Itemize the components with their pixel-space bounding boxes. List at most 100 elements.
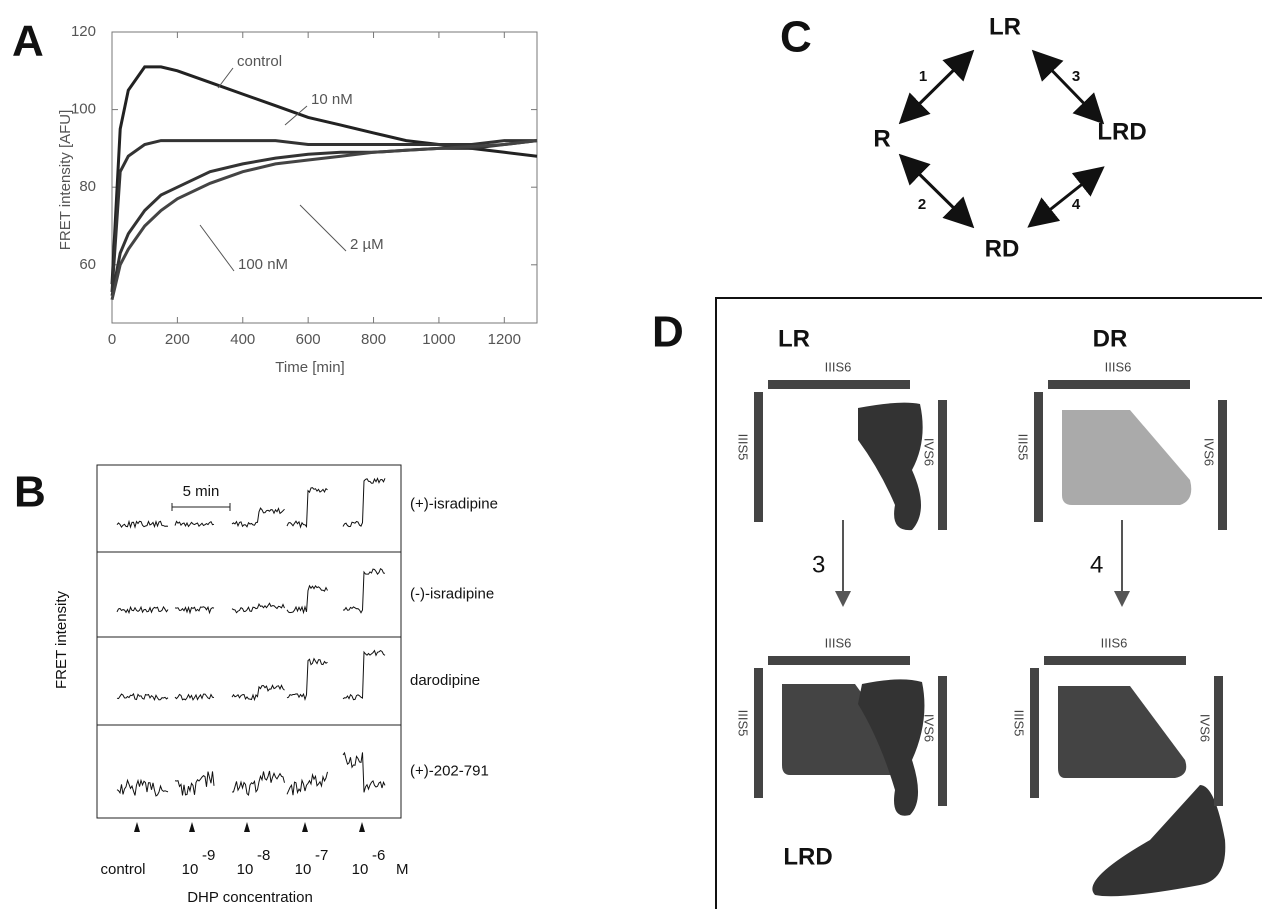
helix-top: [768, 656, 910, 665]
fret-trace: [174, 520, 215, 528]
fret-trace: [342, 649, 386, 701]
fret-trace: [286, 657, 328, 701]
edge-label: 4: [1072, 196, 1081, 213]
series-label: 100 nM: [238, 256, 288, 273]
leader-line: [284, 105, 308, 126]
concentration-label: 10: [237, 861, 254, 878]
series-line: [110, 139, 538, 301]
ligand-blob: [858, 679, 925, 816]
helix-top: [768, 380, 910, 389]
fret-trace: [286, 487, 328, 529]
exponent-label: -9: [202, 847, 215, 864]
scale-label: 5 min: [183, 483, 220, 500]
plot-frame: [111, 31, 538, 324]
ligand-blob: [858, 402, 923, 531]
fret-trace: [116, 519, 169, 529]
concentration-label: 10: [182, 861, 199, 878]
drug-blob: [782, 684, 912, 775]
concentration-label: 10: [295, 861, 312, 878]
leader-line: [299, 204, 347, 252]
concentration-label: control: [100, 861, 145, 878]
x-tick-label: 600: [296, 331, 321, 348]
state-label: LR: [778, 325, 810, 352]
helix-label: IIIS5: [736, 710, 751, 737]
series-label: 10 nM: [311, 91, 353, 108]
leader-line: [217, 67, 234, 89]
arrows: [898, 49, 1105, 229]
application-arrow: [359, 822, 365, 832]
x-tick-label: 800: [361, 331, 386, 348]
helix-label: IIIS6: [1105, 359, 1132, 374]
panel-label: D: [652, 308, 684, 357]
y-tick-label: 120: [71, 23, 96, 40]
helix-label: IIIS6: [825, 635, 852, 650]
application-arrow: [244, 822, 250, 832]
helix-label: IIIS5: [1016, 434, 1031, 461]
fret-trace: [286, 584, 328, 615]
application-arrow: [189, 822, 195, 832]
fret-trace: [231, 770, 285, 797]
state-label: LRD: [783, 843, 832, 870]
fret-trace: [231, 507, 285, 528]
leader-line: [199, 224, 235, 272]
fret-trace: [342, 567, 386, 614]
fret-trace: [286, 771, 328, 796]
x-axis-label: DHP concentration: [187, 889, 313, 906]
fret-trace: [116, 605, 169, 615]
panel-label: A: [12, 17, 44, 66]
helix-label: IVS6: [922, 438, 937, 466]
unit-label: M: [396, 861, 409, 878]
fret-trace: [231, 684, 285, 702]
series-line: [110, 139, 537, 293]
helix-label: IVS6: [1202, 438, 1217, 466]
panel-label: C: [780, 13, 812, 62]
fret-trace: [174, 605, 215, 615]
application-arrow: [302, 822, 308, 832]
node: LR: [989, 13, 1021, 40]
x-axis-label: Time [min]: [275, 359, 344, 376]
helix-label: IIIS6: [825, 359, 852, 374]
drug-blob: [1062, 410, 1192, 505]
fret-trace: [342, 477, 386, 528]
series-line: [110, 139, 538, 297]
helix-left: [1034, 392, 1043, 522]
arrow-label: 3: [812, 551, 825, 578]
drug-blob: [1058, 686, 1187, 778]
channel-diagrams: IIIS6 IIIS5 IVS6 IIIS6 IIIS5 IVS6 IIIS6 IIIS5 IV…: [736, 359, 1227, 897]
edge-label: 1: [919, 68, 927, 85]
y-axis-label: FRET intensity: [53, 590, 70, 689]
application-arrow: [134, 822, 140, 832]
series-label: control: [237, 53, 282, 70]
panel-frame: [715, 297, 1262, 909]
x-tick-label: 400: [230, 331, 255, 348]
edge-label: 2: [918, 196, 926, 213]
fret-trace: [116, 778, 169, 797]
edge-label: 3: [1072, 68, 1080, 85]
exponent-label: -7: [315, 847, 328, 864]
helix-label: IIIS5: [1012, 710, 1027, 737]
helix-top: [1044, 656, 1186, 665]
x-tick-label: 1000: [422, 331, 455, 348]
compound-label: (-)-isradipine: [410, 585, 494, 602]
ligand-blob: [1092, 785, 1226, 897]
exponent-label: -6: [372, 847, 385, 864]
helix-left: [1030, 668, 1039, 798]
helix-label: IVS6: [1198, 714, 1213, 742]
compound-label: darodipine: [410, 672, 480, 689]
helix-label: IIIS5: [736, 434, 751, 461]
fret-trace: [342, 751, 386, 793]
fret-trace: [116, 692, 169, 701]
node: LRD: [1097, 118, 1146, 145]
helix-right: [1218, 400, 1227, 530]
y-tick-label: 60: [79, 256, 96, 273]
y-tick-label: 80: [79, 178, 96, 195]
x-tick-label: 1200: [488, 331, 521, 348]
compound-label: (+)-202-791: [410, 762, 489, 779]
fret-trace: [174, 693, 215, 701]
helix-right: [938, 676, 947, 806]
fret-trace: [231, 602, 285, 614]
trace-frame: [96, 464, 402, 819]
node: RD: [985, 235, 1020, 262]
state-label: DR: [1093, 325, 1128, 352]
